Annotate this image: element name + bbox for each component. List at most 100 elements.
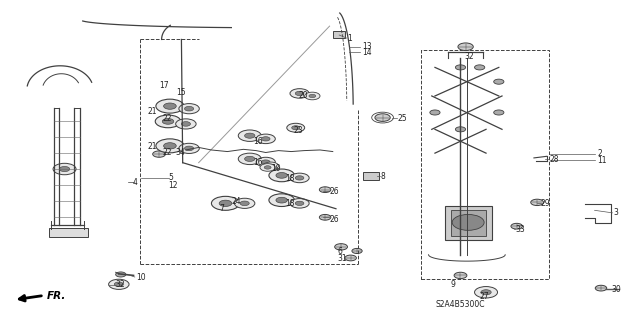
Text: 26: 26 bbox=[330, 187, 339, 196]
Circle shape bbox=[269, 169, 294, 182]
Circle shape bbox=[244, 156, 255, 161]
Circle shape bbox=[263, 162, 278, 170]
Text: 24: 24 bbox=[231, 197, 241, 206]
Circle shape bbox=[295, 91, 304, 96]
Text: 11: 11 bbox=[597, 156, 607, 165]
Text: 26: 26 bbox=[330, 215, 339, 224]
Circle shape bbox=[456, 127, 466, 132]
Circle shape bbox=[595, 285, 607, 291]
Circle shape bbox=[53, 163, 76, 175]
Text: 20: 20 bbox=[298, 92, 308, 100]
Circle shape bbox=[109, 279, 129, 289]
Circle shape bbox=[493, 79, 504, 84]
Circle shape bbox=[345, 255, 356, 261]
Circle shape bbox=[287, 123, 305, 132]
Circle shape bbox=[219, 200, 232, 206]
Circle shape bbox=[456, 65, 466, 70]
Circle shape bbox=[211, 196, 239, 210]
Text: 22: 22 bbox=[163, 148, 172, 157]
Text: 5: 5 bbox=[169, 174, 173, 182]
Text: 13: 13 bbox=[362, 42, 372, 51]
Text: 7: 7 bbox=[220, 204, 225, 213]
Text: 15: 15 bbox=[176, 88, 186, 97]
Text: 22: 22 bbox=[163, 114, 172, 123]
Text: 12: 12 bbox=[169, 181, 178, 190]
Text: 33: 33 bbox=[515, 225, 525, 234]
Text: 8: 8 bbox=[380, 172, 385, 181]
Text: 32: 32 bbox=[465, 52, 474, 61]
Circle shape bbox=[452, 214, 484, 230]
Bar bbox=[421, 50, 548, 278]
Circle shape bbox=[290, 198, 309, 208]
Circle shape bbox=[269, 194, 294, 206]
Circle shape bbox=[260, 164, 275, 171]
Circle shape bbox=[164, 103, 176, 109]
Text: 14: 14 bbox=[362, 48, 372, 57]
Circle shape bbox=[474, 65, 484, 70]
Bar bbox=[364, 172, 380, 180]
Circle shape bbox=[276, 173, 287, 178]
Text: 32: 32 bbox=[116, 280, 125, 289]
Circle shape bbox=[295, 176, 304, 180]
Circle shape bbox=[184, 146, 194, 151]
Circle shape bbox=[261, 137, 270, 141]
Text: 10: 10 bbox=[136, 272, 146, 281]
Bar bbox=[49, 228, 88, 237]
Circle shape bbox=[179, 104, 199, 114]
Text: 23: 23 bbox=[293, 126, 303, 135]
Text: FR.: FR. bbox=[47, 291, 66, 301]
Circle shape bbox=[156, 139, 184, 153]
Text: 4: 4 bbox=[133, 178, 138, 187]
Text: 29: 29 bbox=[541, 199, 550, 208]
Circle shape bbox=[238, 153, 261, 165]
Circle shape bbox=[256, 134, 275, 144]
Text: 25: 25 bbox=[397, 114, 407, 123]
Circle shape bbox=[256, 157, 275, 167]
Circle shape bbox=[156, 115, 180, 128]
Circle shape bbox=[454, 272, 467, 278]
Circle shape bbox=[60, 167, 70, 172]
Text: 30: 30 bbox=[611, 285, 621, 293]
Text: 19: 19 bbox=[271, 164, 280, 173]
Text: 18: 18 bbox=[285, 174, 295, 183]
Text: 3: 3 bbox=[614, 208, 619, 217]
Circle shape bbox=[319, 187, 331, 193]
Circle shape bbox=[181, 122, 191, 126]
Circle shape bbox=[264, 166, 271, 169]
Circle shape bbox=[175, 119, 196, 129]
Text: 34: 34 bbox=[175, 148, 185, 157]
Circle shape bbox=[244, 133, 255, 138]
Circle shape bbox=[295, 201, 304, 205]
Circle shape bbox=[164, 143, 176, 149]
Circle shape bbox=[493, 110, 504, 115]
Circle shape bbox=[156, 99, 184, 113]
Circle shape bbox=[240, 201, 249, 206]
Circle shape bbox=[179, 143, 199, 153]
Text: 28: 28 bbox=[550, 155, 559, 164]
Text: 9: 9 bbox=[451, 279, 455, 288]
Circle shape bbox=[531, 199, 543, 205]
Circle shape bbox=[116, 272, 126, 277]
Circle shape bbox=[352, 249, 362, 254]
Bar bbox=[445, 205, 492, 241]
Bar bbox=[333, 31, 345, 38]
Text: 27: 27 bbox=[479, 292, 489, 301]
Circle shape bbox=[375, 114, 390, 122]
Circle shape bbox=[290, 89, 309, 98]
Text: 6: 6 bbox=[338, 247, 343, 256]
Text: 21: 21 bbox=[148, 142, 157, 151]
Text: 31: 31 bbox=[338, 255, 348, 263]
Text: 16: 16 bbox=[253, 137, 262, 146]
Text: 18: 18 bbox=[285, 199, 295, 208]
Circle shape bbox=[276, 197, 287, 203]
Circle shape bbox=[474, 286, 497, 298]
Text: 21: 21 bbox=[148, 107, 157, 116]
Circle shape bbox=[261, 160, 270, 164]
Text: 2: 2 bbox=[597, 149, 602, 158]
Circle shape bbox=[305, 92, 320, 100]
Circle shape bbox=[153, 151, 166, 157]
Circle shape bbox=[234, 198, 255, 208]
Circle shape bbox=[184, 107, 194, 111]
Circle shape bbox=[290, 173, 309, 183]
Circle shape bbox=[458, 43, 473, 50]
